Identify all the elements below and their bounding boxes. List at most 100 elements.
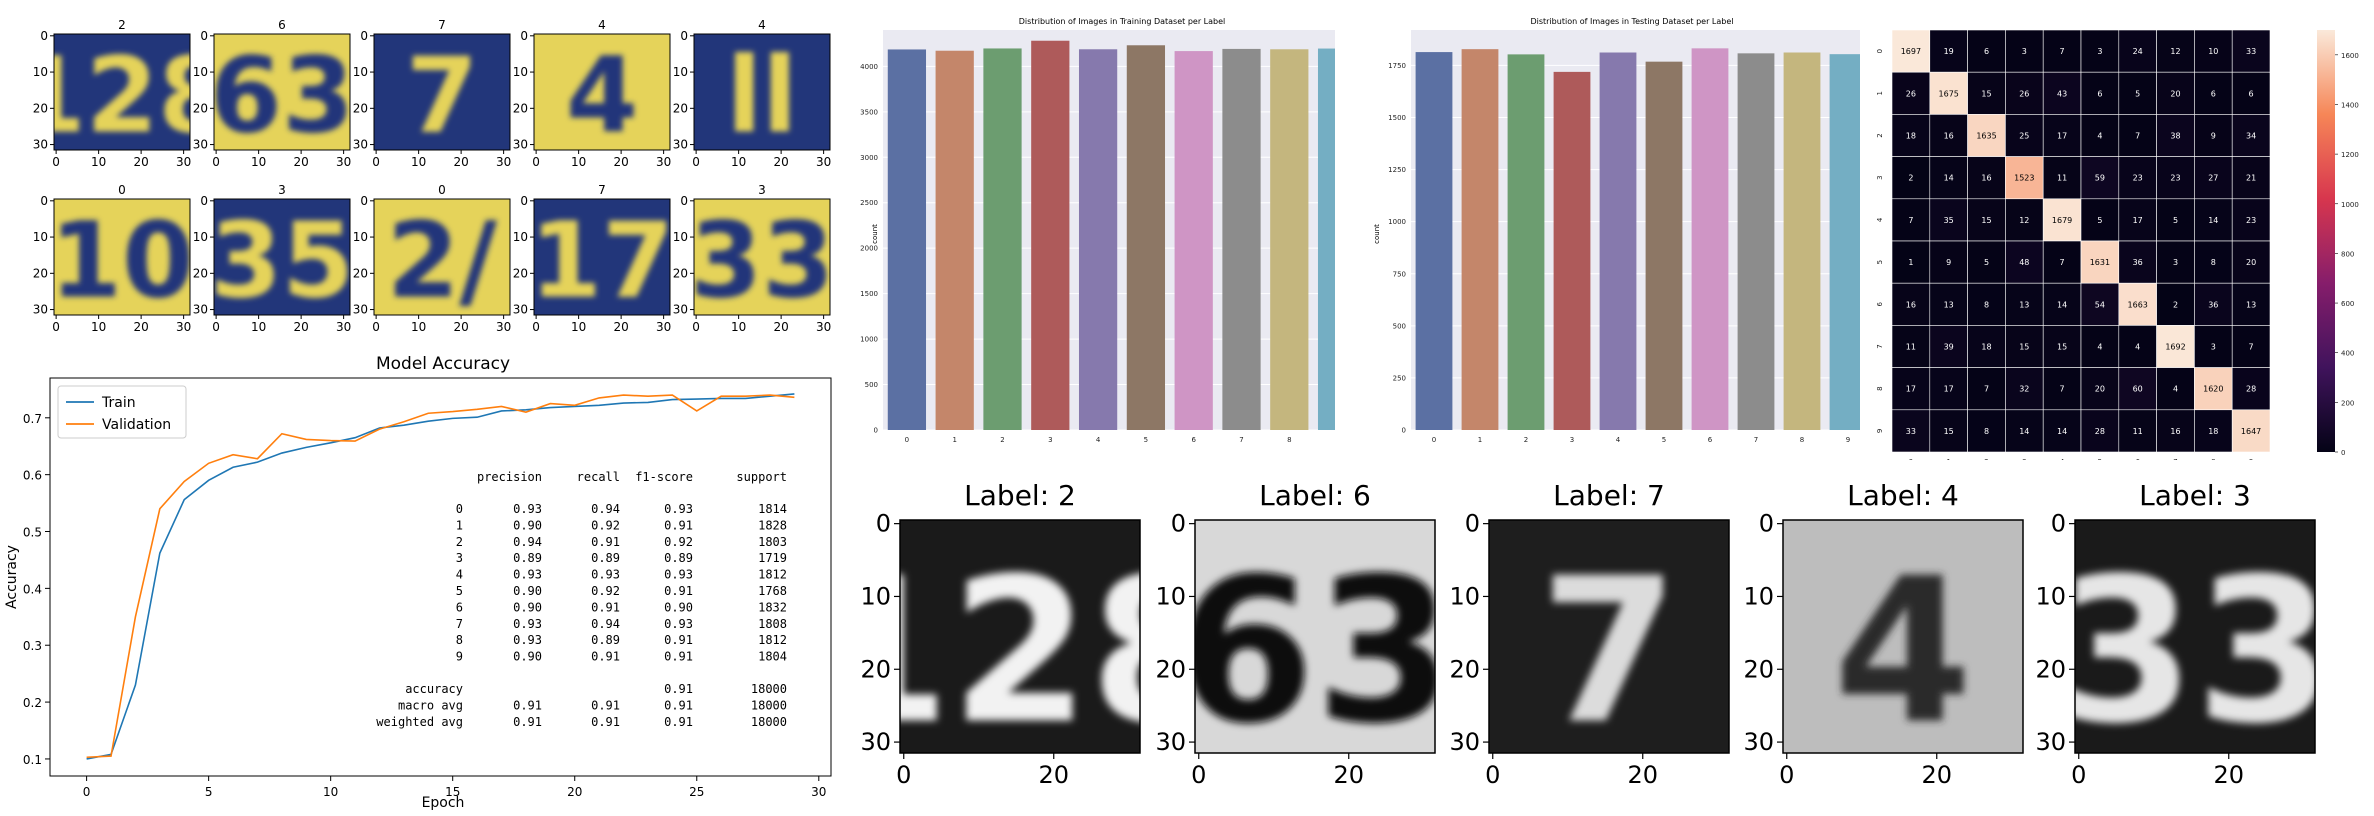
cm-value: 13	[2019, 300, 2029, 309]
cm-cell	[2156, 409, 2195, 453]
cm-value: 28	[2095, 427, 2105, 436]
report-summary-cell: 18000	[751, 682, 787, 696]
cm-value: 34	[2246, 132, 2256, 141]
cm-value: 33	[2246, 47, 2256, 56]
accuracy-ytick: 0.7	[23, 412, 42, 426]
cm-value: 25	[2019, 132, 2029, 141]
sample-color-ytick: 10	[33, 65, 48, 79]
cm-value: 1697	[1901, 47, 1921, 56]
cm-value: 17	[2133, 216, 2143, 225]
sample-color-xtick: 10	[571, 155, 586, 169]
cm-value: 12	[2170, 47, 2180, 56]
sample-gray-xtick: 20	[1038, 761, 1069, 789]
cm-cell	[2042, 282, 2082, 326]
report-cell: 1812	[758, 568, 787, 582]
cm-value: 7	[2135, 132, 2140, 141]
cm-value: 27	[2208, 174, 2218, 183]
sample-color-title: 7	[438, 18, 446, 32]
report-header: f1-score	[635, 470, 693, 484]
cm-value: 16	[1944, 132, 1954, 141]
cm-value: 3	[2173, 258, 2178, 267]
cm-value: 16	[1906, 300, 1916, 309]
bar	[1645, 61, 1683, 431]
sample-color-bg	[694, 199, 830, 315]
report-summary-label: macro avg	[398, 698, 463, 712]
sample-color-frame	[373, 33, 511, 151]
cm-cell	[1967, 409, 2006, 453]
cm-cell	[2231, 240, 2271, 284]
sample-color-ytick: 10	[193, 65, 208, 79]
report-summary-cell: 0.91	[513, 715, 542, 729]
report-row-label: 5	[456, 584, 463, 598]
sample-color-xtick: 20	[133, 320, 148, 334]
train-title: Distribution of Images in Training Datas…	[1019, 17, 1225, 26]
cm-value: 10	[2208, 47, 2218, 56]
bar-xtick: 1	[952, 436, 956, 444]
sample-color-xtick: 10	[251, 155, 266, 169]
cm-value: 15	[1981, 89, 1991, 98]
cm-cell	[2118, 367, 2157, 411]
sample-color-digit: 2/	[387, 199, 497, 321]
cm-cell	[2194, 29, 2233, 73]
cm-cell	[2080, 367, 2120, 411]
cm-value: 36	[2208, 300, 2218, 309]
bar-xtick: 7	[1754, 436, 1758, 444]
cm-cell	[1891, 325, 1931, 368]
accuracy-xtick: 10	[323, 785, 338, 799]
cm-ytick: 1	[1876, 91, 1884, 95]
cm-cell	[1929, 71, 1968, 115]
sample-gray-ytick: 10	[860, 582, 891, 610]
sample-color-ytick: 20	[513, 101, 528, 115]
sample-color-ytick: 20	[673, 101, 688, 115]
sample-gray-ytick: 20	[2035, 655, 2066, 683]
cm-cell	[1967, 71, 2006, 115]
sample-color-xtick: 0	[692, 155, 700, 169]
bar	[1829, 54, 1860, 431]
report-cell: 0.94	[513, 535, 542, 549]
bar-ytick: 250	[1393, 374, 1406, 382]
report-row-label: 8	[456, 633, 463, 647]
cm-value: 7	[2060, 385, 2065, 394]
cm-value: 18	[1981, 343, 1991, 352]
sample-color-ytick: 20	[193, 266, 208, 280]
sample-color-digit: 10	[50, 199, 195, 321]
cm-value: 14	[2208, 216, 2218, 225]
cm-cell	[2194, 156, 2233, 200]
bar-ytick: 1250	[1388, 166, 1406, 174]
cm-value: 15	[1981, 216, 1991, 225]
accuracy-xtick: 20	[567, 785, 582, 799]
sample-color-xtick: 0	[532, 320, 540, 334]
cm-value: 26	[1906, 89, 1916, 98]
cm-cell	[2194, 114, 2233, 157]
sample-color-xtick: 10	[411, 320, 426, 334]
sample-gray-xtick: 0	[1779, 761, 1794, 789]
sample-gray-title: Label: 4	[1847, 479, 1959, 512]
sample-color-digit: 4	[566, 34, 638, 156]
sample-color-ytick: 10	[353, 65, 368, 79]
sample-color-bg	[54, 34, 190, 150]
cm-cell	[2156, 240, 2195, 284]
sample-color-cell: 17 7 0 10 20 30 0 10 20 30	[513, 183, 672, 334]
report-row-label: 1	[456, 518, 463, 532]
cm-value: 24	[2133, 47, 2143, 56]
sample-color-xtick: 30	[816, 320, 831, 334]
accuracy-xtick: 25	[689, 785, 704, 799]
bar-xtick: 3	[1570, 436, 1574, 444]
cm-cell	[2042, 29, 2082, 73]
cm-cell	[2042, 409, 2082, 453]
cm-cell	[2118, 156, 2157, 200]
colorbar-tick: 200	[2341, 399, 2354, 407]
accuracy-xtick: 15	[445, 785, 460, 799]
report-row-label: 4	[456, 568, 463, 582]
cm-cell	[2005, 71, 2044, 115]
sample-color-title: 4	[758, 18, 766, 32]
sample-gray-ytick: 0	[1171, 510, 1186, 538]
sample-gray-ytick: 30	[1449, 728, 1480, 756]
cm-cell	[2080, 325, 2120, 368]
sample-color-xtick: 30	[656, 155, 671, 169]
cm-cell	[2156, 156, 2195, 200]
sample-gray-xtick: 0	[1191, 761, 1206, 789]
cm-value: 7	[2060, 47, 2065, 56]
